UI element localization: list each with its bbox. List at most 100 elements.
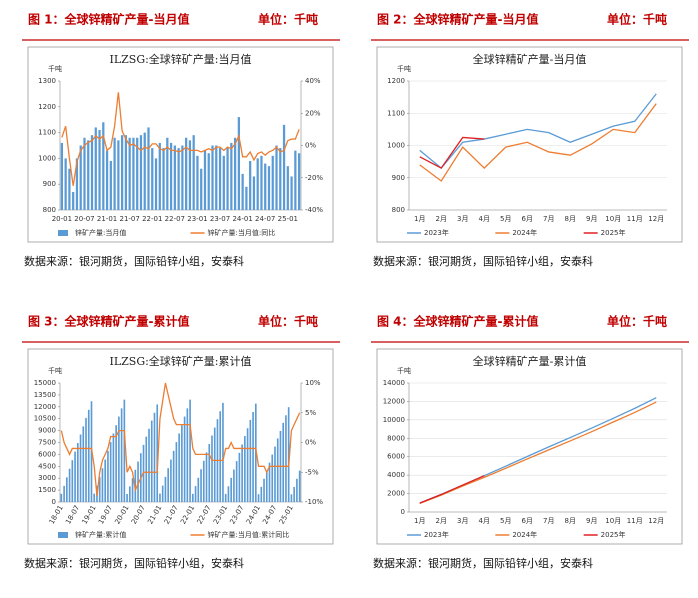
bar xyxy=(156,404,159,502)
bar xyxy=(192,135,195,210)
bar xyxy=(267,166,271,210)
y2-tick-label: -5% xyxy=(305,468,319,476)
chart-frame xyxy=(376,348,683,545)
bar xyxy=(170,459,172,502)
y-tick-label: 0 xyxy=(401,508,405,516)
bar xyxy=(215,145,218,210)
bar xyxy=(254,403,257,502)
bar xyxy=(294,150,297,210)
bar xyxy=(137,461,139,502)
x-tick-label: 22-01 xyxy=(142,215,162,223)
bar xyxy=(293,486,295,502)
bar xyxy=(230,142,233,210)
bar xyxy=(200,469,202,502)
bar xyxy=(275,145,278,210)
bar xyxy=(208,444,211,502)
bar xyxy=(297,153,301,210)
series-line xyxy=(61,92,300,186)
x-tick-label: 12月 xyxy=(648,215,664,223)
source-note: 数据来源：银河期货，国际铅锌小组，安泰科 xyxy=(373,254,593,268)
bar xyxy=(150,420,153,502)
bar xyxy=(202,460,205,502)
series-line xyxy=(419,136,485,169)
bar xyxy=(71,460,74,502)
x-tick-label: 6月 xyxy=(522,215,533,223)
bar xyxy=(207,153,210,210)
legend-swatch xyxy=(58,532,68,538)
series-line xyxy=(419,475,485,504)
bar xyxy=(286,166,289,210)
bar xyxy=(238,452,241,502)
bar xyxy=(173,145,176,210)
bar xyxy=(126,493,128,502)
bar xyxy=(107,450,109,502)
bar xyxy=(241,173,244,210)
legend-label: 2023年 xyxy=(424,530,449,539)
bar xyxy=(161,485,164,502)
bar xyxy=(188,140,192,210)
y-tick-label: 800 xyxy=(43,206,56,214)
y2-tick-label: -20% xyxy=(305,174,323,182)
bar xyxy=(181,145,184,210)
y-tick-label: 13500 xyxy=(34,391,56,399)
y-tick-label: 1100 xyxy=(387,109,405,117)
bar xyxy=(298,470,301,502)
bar xyxy=(63,485,65,502)
source-note: 数据来源：银河期货，国际铅锌小组，安泰科 xyxy=(24,556,244,570)
y-tick-label: 7500 xyxy=(38,439,56,447)
chart-title: 全球锌精矿产量-累计值 xyxy=(473,354,587,368)
y-tick-label: 15000 xyxy=(34,379,56,387)
chart-frame xyxy=(27,46,334,243)
chart-frame xyxy=(27,348,334,545)
bar xyxy=(164,476,167,502)
y-tick-label: 1000 xyxy=(38,154,56,162)
y-tick-label: 4500 xyxy=(38,462,56,470)
x-tick-label: 5月 xyxy=(500,517,511,525)
bar xyxy=(87,409,90,502)
x-tick-label: 12月 xyxy=(648,517,664,525)
bar xyxy=(109,160,112,210)
chart-frame xyxy=(376,46,683,243)
legend-label: 锌矿产量:累计值 xyxy=(75,530,126,539)
bar xyxy=(183,416,186,502)
bar xyxy=(263,478,265,502)
bar xyxy=(237,117,240,210)
legend-swatch xyxy=(58,230,68,236)
bar xyxy=(76,443,79,502)
bar xyxy=(192,493,194,502)
y-tick-label: 1200 xyxy=(387,77,405,85)
x-tick-label: 11月 xyxy=(627,215,643,223)
bar xyxy=(181,425,183,502)
bar xyxy=(233,469,235,502)
bar xyxy=(115,425,117,502)
y-tick-label: 6000 xyxy=(387,453,405,461)
y-unit-label: 千吨 xyxy=(48,366,62,375)
x-tick-label: 8月 xyxy=(565,215,576,223)
bar xyxy=(143,132,146,210)
series-line xyxy=(419,93,657,169)
bar xyxy=(123,399,126,502)
bar xyxy=(74,451,76,502)
bar xyxy=(196,155,199,210)
bar xyxy=(252,411,254,502)
bar xyxy=(245,186,248,210)
bar xyxy=(205,452,208,502)
bar xyxy=(129,486,131,502)
bar xyxy=(124,135,128,210)
bar xyxy=(178,433,180,502)
panel-unit: 单位：千吨 xyxy=(258,314,318,329)
bar xyxy=(98,130,101,210)
bar xyxy=(287,407,290,502)
bar xyxy=(87,140,90,210)
bar xyxy=(60,142,64,210)
bar xyxy=(93,493,96,502)
y2-tick-label: 10% xyxy=(305,379,321,387)
bar xyxy=(282,124,286,210)
x-tick-label: 4月 xyxy=(479,517,490,525)
bar xyxy=(83,137,86,210)
bar xyxy=(167,468,169,502)
x-tick-label: 24-01 xyxy=(232,215,252,223)
bar xyxy=(235,461,238,502)
bar xyxy=(117,140,120,210)
bar xyxy=(132,137,135,210)
